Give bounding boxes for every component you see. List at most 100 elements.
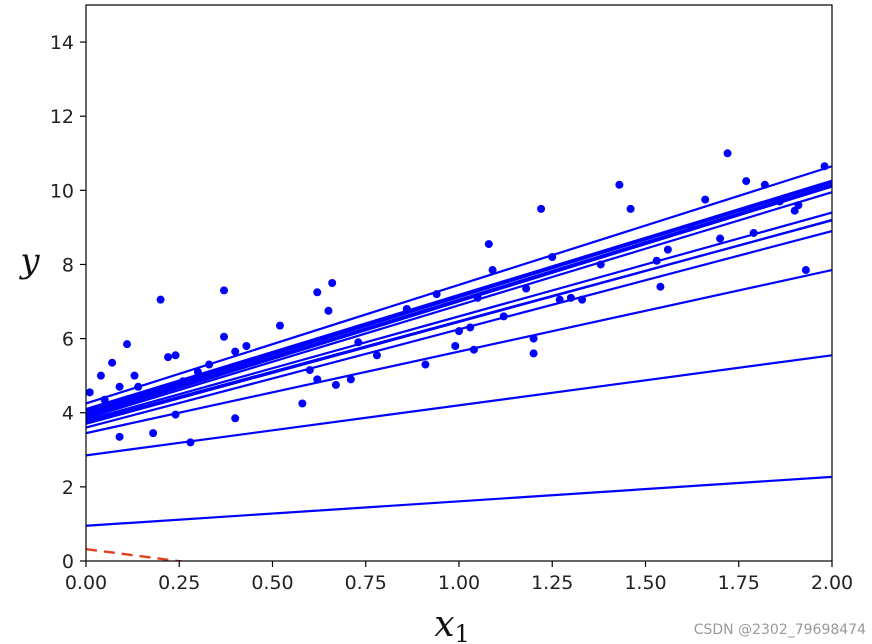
data-point-49 [548, 253, 557, 262]
data-point-59 [686, 223, 695, 232]
data-point-7 [130, 371, 139, 380]
data-point-62 [723, 149, 732, 158]
data-point-23 [275, 321, 284, 330]
data-point-25 [305, 366, 314, 375]
regression-line-5 [86, 219, 832, 424]
x-axis-label: x1 [434, 604, 470, 644]
data-point-1 [96, 371, 105, 380]
data-point-14 [178, 377, 187, 386]
data-point-19 [220, 286, 229, 295]
data-point-16 [193, 367, 202, 376]
data-point-41 [473, 293, 482, 302]
data-point-68 [794, 201, 803, 210]
data-point-22 [242, 342, 251, 351]
data-point-11 [164, 353, 173, 362]
x-tick-label-8: 2.00 [811, 572, 853, 594]
regression-line-7 [86, 191, 832, 420]
data-point-55 [626, 204, 635, 213]
data-point-36 [432, 290, 441, 299]
data-point-26 [313, 288, 322, 297]
data-point-48 [537, 204, 546, 213]
regression-line-9 [86, 183, 832, 416]
data-point-12 [171, 351, 180, 360]
data-point-44 [499, 312, 508, 321]
x-axis-label-subscript: 1 [455, 620, 470, 644]
data-point-60 [701, 195, 710, 204]
data-point-50 [555, 295, 564, 304]
x-tick-label-5: 1.25 [531, 572, 573, 594]
y-tick-label-0: 0 [62, 551, 74, 573]
watermark: CSDN @2302_79698474 [693, 622, 866, 638]
y-tick-label-2: 4 [62, 403, 74, 425]
y-tick-label-5: 10 [50, 180, 74, 202]
data-point-70 [820, 162, 829, 171]
y-tick-label-3: 6 [62, 329, 74, 351]
data-point-42 [484, 240, 493, 249]
data-point-9 [149, 429, 158, 438]
x-axis-label-main: x [434, 604, 454, 644]
data-point-3 [108, 358, 117, 367]
data-point-43 [488, 266, 497, 275]
y-tick-label-7: 14 [50, 32, 74, 54]
data-point-53 [596, 260, 605, 269]
data-point-66 [775, 197, 784, 206]
data-point-8 [134, 382, 143, 391]
data-point-65 [760, 180, 769, 189]
data-point-18 [220, 332, 229, 341]
data-point-51 [566, 293, 575, 302]
data-point-56 [652, 256, 661, 265]
data-point-2 [100, 395, 109, 404]
data-point-5 [115, 432, 124, 441]
data-point-61 [716, 234, 725, 243]
data-point-40 [469, 345, 478, 354]
y-tick-label-1: 2 [62, 477, 74, 499]
data-point-0 [86, 388, 94, 397]
data-point-37 [451, 342, 460, 351]
data-point-20 [231, 347, 240, 356]
x-tick-label-2: 0.50 [251, 572, 293, 594]
data-point-13 [171, 410, 180, 419]
data-point-28 [324, 306, 333, 315]
y-tick-label-4: 8 [62, 254, 74, 276]
x-tick-label-1: 0.25 [158, 572, 200, 594]
data-point-4 [115, 382, 124, 391]
data-point-69 [801, 266, 810, 275]
data-point-63 [742, 177, 751, 186]
data-point-57 [656, 282, 665, 291]
regression-line-0 [86, 475, 832, 527]
plot-area [86, 5, 832, 561]
x-tick-label-0: 0.00 [65, 572, 107, 594]
x-tick-label-7: 1.75 [718, 572, 760, 594]
data-point-64 [749, 228, 758, 237]
regression-line-8 [86, 185, 832, 418]
data-point-31 [346, 375, 355, 384]
regression-line-11 [86, 181, 832, 412]
data-point-27 [313, 375, 322, 384]
data-point-17 [205, 360, 214, 369]
data-point-35 [421, 360, 430, 369]
x-tick-label-4: 1.00 [438, 572, 480, 594]
data-point-46 [529, 334, 538, 343]
data-point-32 [354, 338, 363, 347]
regression-line-2 [86, 268, 832, 435]
x-tick-label-3: 0.75 [345, 572, 387, 594]
data-point-15 [186, 438, 195, 447]
data-point-24 [298, 399, 307, 408]
data-point-34 [402, 304, 411, 313]
data-point-38 [455, 327, 463, 336]
data-point-30 [331, 380, 340, 389]
data-point-29 [328, 279, 337, 287]
data-point-21 [231, 414, 240, 423]
data-point-58 [663, 245, 672, 254]
data-point-39 [466, 323, 475, 332]
regression-line-12 [86, 179, 832, 411]
y-axis-label: y [18, 241, 40, 281]
data-point-10 [156, 295, 165, 304]
data-point-6 [123, 340, 132, 349]
y-tick-label-6: 12 [50, 106, 74, 128]
data-point-47 [529, 349, 538, 358]
data-point-54 [615, 180, 624, 189]
regression-line-1 [86, 354, 832, 457]
data-point-45 [522, 284, 531, 293]
